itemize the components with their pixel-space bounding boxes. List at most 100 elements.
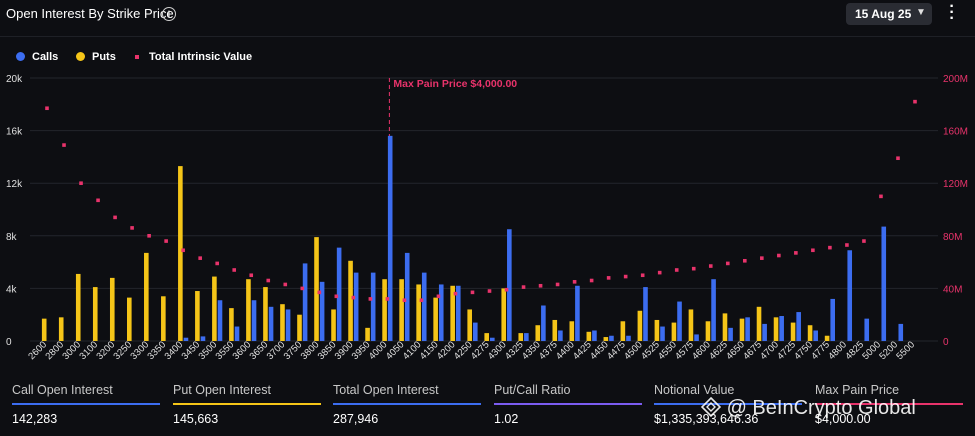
bar-calls-3400 <box>183 337 189 341</box>
bar-calls-4600 <box>711 279 716 341</box>
bar-calls-5000 <box>881 226 887 341</box>
bar-puts-3450 <box>195 291 200 341</box>
tiv-point-3350 <box>164 239 168 243</box>
bar-puts-3600 <box>246 279 251 341</box>
bar-calls-3850 <box>336 247 342 341</box>
y-left-tick-label: 16k <box>6 127 23 138</box>
bar-calls-4425 <box>592 330 597 341</box>
bar-calls-4575 <box>694 334 699 341</box>
bar-puts-4200 <box>450 285 455 341</box>
tiv-point-3000 <box>79 181 83 185</box>
stat-call-open-interest: Call Open Interest 142,283 <box>12 383 160 426</box>
bar-calls-3650 <box>268 306 274 341</box>
bar-calls-4450 <box>609 335 614 341</box>
bar-calls-4725 <box>796 312 801 341</box>
bar-calls-4550 <box>677 301 682 341</box>
bar-calls-3700 <box>285 309 291 341</box>
tiv-point-4000 <box>385 297 390 301</box>
bar-calls-4825 <box>864 318 870 341</box>
tiv-point-3500 <box>215 261 219 266</box>
bar-puts-4300 <box>501 288 507 341</box>
bar-puts-3900 <box>348 260 353 341</box>
tiv-point-4050 <box>402 298 407 303</box>
x-tick-label: 5500 <box>894 339 917 362</box>
info-icon[interactable]: i <box>162 7 176 21</box>
bar-puts-4625 <box>722 313 728 341</box>
tiv-point-4800 <box>845 243 849 247</box>
bar-puts-3500 <box>212 276 217 341</box>
bar-calls-4675 <box>762 323 767 341</box>
bar-puts-4525 <box>654 319 660 341</box>
bar-puts-4575 <box>688 309 694 341</box>
calls-dot-icon <box>16 52 25 61</box>
bar-puts-4700 <box>773 317 779 341</box>
tiv-point-4525 <box>657 270 662 275</box>
tiv-point-3450 <box>198 256 202 260</box>
bar-puts-3400 <box>178 166 183 341</box>
bar-puts-4425 <box>586 331 592 341</box>
tiv-point-4500 <box>640 273 645 278</box>
stat-max-pain-price: Max Pain Price $4,000.00 <box>815 383 963 426</box>
bar-puts-4475 <box>620 321 626 341</box>
tiv-point-4300 <box>504 287 509 292</box>
bar-puts-3000 <box>75 273 81 341</box>
bar-puts-4750 <box>807 325 813 341</box>
watermark-text: @ BeInCrypto Global <box>726 397 916 419</box>
stat-value: $1,335,393,646.36 <box>654 412 759 426</box>
bar-puts-4775 <box>824 335 830 341</box>
stats-bar: Call Open Interest 142,283 Put Open Inte… <box>0 383 975 436</box>
y-right-tick-label: 40M <box>943 284 962 295</box>
bar-calls-4150 <box>438 284 444 341</box>
tiv-point-3900 <box>351 295 356 300</box>
stat-underline <box>173 403 321 405</box>
y-right-tick-label: 160M <box>943 127 968 138</box>
bar-calls-4800 <box>847 250 853 341</box>
y-right-tick-label: 80M <box>943 232 962 243</box>
bar-puts-3550 <box>229 308 234 341</box>
bar-puts-3100 <box>92 287 98 341</box>
stat-label: Notional Value <box>654 383 735 397</box>
open-interest-chart: 0 4k 8k 12k 16k 20k 0 40M 80M 120M 160M 200M Max Pai… <box>6 74 968 362</box>
bar-calls-4700 <box>779 316 784 341</box>
bar-calls-4275 <box>490 337 495 341</box>
tiv-point-4675 <box>760 256 764 260</box>
bar-calls-4325 <box>524 333 529 341</box>
bar-puts-3350 <box>161 296 166 341</box>
y-right-tick-label: 120M <box>943 179 968 190</box>
tiv-point-4250 <box>470 290 475 295</box>
tiv-point-3700 <box>283 282 288 287</box>
bar-puts-4375 <box>552 319 558 341</box>
bar-calls-4000 <box>387 135 393 341</box>
chevron-down-icon: ▼ <box>916 7 926 18</box>
bar-puts-3800 <box>314 237 319 341</box>
bar-puts-3950 <box>365 327 370 341</box>
bar-calls-3800 <box>319 281 325 341</box>
stat-underline <box>12 403 160 405</box>
bar-puts-4450 <box>603 337 609 341</box>
stat-underline <box>654 403 802 405</box>
tiv-point-2800 <box>62 143 66 147</box>
stat-underline <box>494 403 642 405</box>
bar-calls-4375 <box>558 330 563 341</box>
bar-calls-3550 <box>234 326 240 341</box>
bar-calls-3950 <box>370 272 376 341</box>
date-select-button[interactable]: 15 Aug 25 ▼ <box>846 3 932 25</box>
y-left-tick-label: 4k <box>6 284 18 295</box>
stat-label: Max Pain Price <box>815 383 900 397</box>
stat-value: 145,663 <box>173 412 219 426</box>
stat-underline <box>333 403 481 405</box>
bar-calls-4775 <box>830 298 836 341</box>
bar-puts-3300 <box>144 252 149 341</box>
more-options-icon[interactable]: · · · <box>949 0 955 27</box>
bar-calls-3450 <box>200 336 206 341</box>
stat-value: 287,946 <box>333 412 379 426</box>
puts-dot-icon <box>76 52 85 61</box>
y-left-tick-label: 8k <box>6 232 18 243</box>
bar-calls-4525 <box>660 326 665 341</box>
tiv-point-4600 <box>708 264 713 268</box>
tiv-point-5200 <box>896 156 900 161</box>
tiv-point-3650 <box>266 278 271 283</box>
bar-puts-4400 <box>569 321 575 341</box>
bar-puts-3750 <box>297 314 302 341</box>
tiv-point-3550 <box>232 268 237 272</box>
